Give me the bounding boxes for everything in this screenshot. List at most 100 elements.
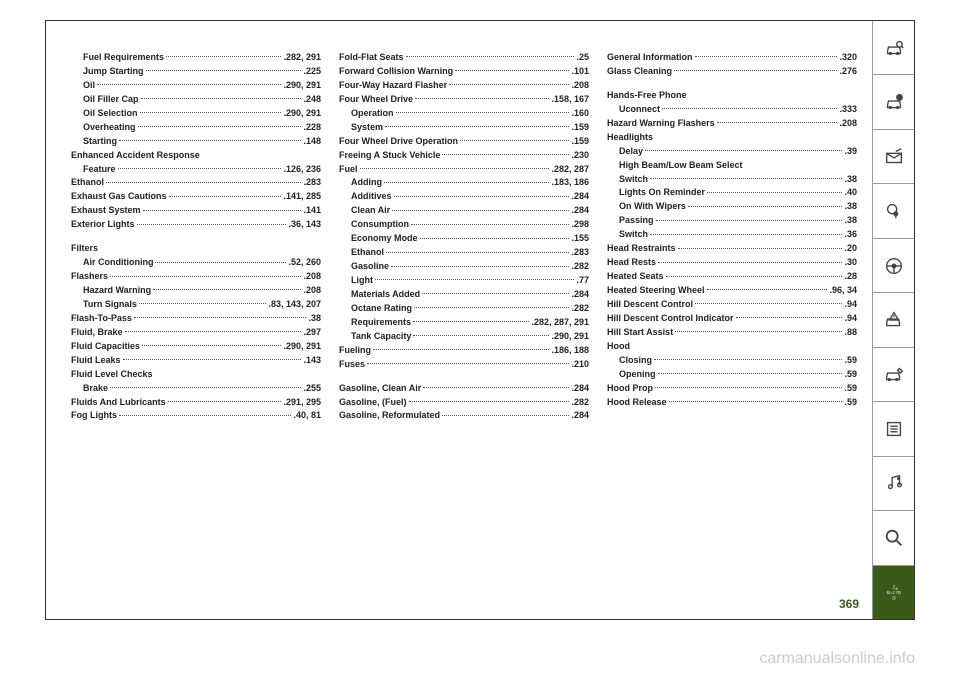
index-entry: Glass Cleaning.276 xyxy=(607,65,857,79)
entry-label: Fuel xyxy=(339,163,358,177)
entry-label: Four Wheel Drive xyxy=(339,93,413,107)
index-entry: Fluids And Lubricants.291, 295 xyxy=(71,396,321,410)
index-entry: Flashers.208 xyxy=(71,270,321,284)
index-entry: Switch.36 xyxy=(607,228,857,242)
index-entry: Lights On Reminder.40 xyxy=(607,186,857,200)
index-entry: Headlights xyxy=(607,131,857,145)
steering-icon[interactable] xyxy=(873,239,914,293)
entry-page: .59 xyxy=(844,354,857,368)
entry-page: .333 xyxy=(839,103,857,117)
airbag-icon[interactable] xyxy=(873,184,914,238)
entry-page: .59 xyxy=(844,368,857,382)
index-entry: Consumption.298 xyxy=(339,218,589,232)
mail-icon[interactable] xyxy=(873,130,914,184)
index-entry: Heated Seats.28 xyxy=(607,270,857,284)
entry-page: .282, 287, 291 xyxy=(531,316,589,330)
index-entry: Hill Start Assist .88 xyxy=(607,326,857,340)
entry-label: Octane Rating xyxy=(351,302,412,316)
entry-label: Delay xyxy=(619,145,643,159)
index-entry: Fold-Flat Seats.25 xyxy=(339,51,589,65)
footer-watermark: carmanualsonline.info xyxy=(759,650,915,668)
entry-label: Fold-Flat Seats xyxy=(339,51,404,65)
entry-label: Economy Mode xyxy=(351,232,418,246)
index-entry: Economy Mode .155 xyxy=(339,232,589,246)
entry-page: .83, 143, 207 xyxy=(268,298,321,312)
entry-label: System xyxy=(351,121,383,135)
sidebar-nav: i ZBEDICTA xyxy=(872,21,914,619)
index-entry: Hands-Free Phone xyxy=(607,89,857,103)
media-icon[interactable] xyxy=(873,457,914,511)
entry-label: Headlights xyxy=(607,131,653,145)
index-entry: Fluid Level Checks xyxy=(71,368,321,382)
index-entry: Exhaust Gas Cautions.141, 285 xyxy=(71,190,321,204)
entry-page: .225 xyxy=(303,65,321,79)
entry-page: .159 xyxy=(571,121,589,135)
entry-page: .210 xyxy=(571,358,589,372)
index-entry: Closing .59 xyxy=(607,354,857,368)
index-entry: Enhanced Accident Response xyxy=(71,149,321,163)
index-entry: Fluid Capacities.290, 291 xyxy=(71,340,321,354)
entry-page: .38 xyxy=(844,173,857,187)
index-entry: Hazard Warning.208 xyxy=(71,284,321,298)
index-entry: Overheating.228 xyxy=(71,121,321,135)
entry-page: .155 xyxy=(571,232,589,246)
entry-label: Hill Start Assist xyxy=(607,326,673,340)
index-entry: Ethanol.283 xyxy=(339,246,589,260)
entry-label: General Information xyxy=(607,51,693,65)
list-icon[interactable] xyxy=(873,402,914,456)
car-search-icon[interactable] xyxy=(873,21,914,75)
search-icon[interactable] xyxy=(873,511,914,565)
entry-label: Starting xyxy=(83,135,117,149)
entry-page: .88 xyxy=(844,326,857,340)
entry-label: Fuses xyxy=(339,358,365,372)
index-entry: Additives.284 xyxy=(339,190,589,204)
index-entry: Gasoline, (Fuel).282 xyxy=(339,396,589,410)
entry-label: Clean Air xyxy=(351,204,390,218)
warning-icon[interactable] xyxy=(873,293,914,347)
entry-page: .284 xyxy=(571,190,589,204)
entry-page: .284 xyxy=(571,204,589,218)
entry-page: .143 xyxy=(303,354,321,368)
entry-label: Adding xyxy=(351,176,382,190)
entry-page: .126, 236 xyxy=(283,163,321,177)
entry-label: Closing xyxy=(619,354,652,368)
entry-page: .208 xyxy=(839,117,857,131)
entry-label: Flash-To-Pass xyxy=(71,312,132,326)
entry-page: .320 xyxy=(839,51,857,65)
index-entry: Gasoline, Clean Air.284 xyxy=(339,382,589,396)
index-icon[interactable]: ZBEDICTA xyxy=(873,566,914,619)
page-number: 369 xyxy=(839,597,859,611)
entry-label: Passing xyxy=(619,214,654,228)
index-entry: Head Restraints.20 xyxy=(607,242,857,256)
entry-label: Four Wheel Drive Operation xyxy=(339,135,458,149)
service-icon[interactable] xyxy=(873,348,914,402)
entry-page: .141, 285 xyxy=(283,190,321,204)
entry-label: Requirements xyxy=(351,316,411,330)
index-entry: Uconnect .333 xyxy=(607,103,857,117)
entry-label: Opening xyxy=(619,368,656,382)
entry-page: .276 xyxy=(839,65,857,79)
index-entry: Forward Collision Warning.101 xyxy=(339,65,589,79)
entry-label: Heated Steering Wheel xyxy=(607,284,705,298)
entry-label: Oil Selection xyxy=(83,107,138,121)
entry-label: Gasoline, Reformulated xyxy=(339,409,440,423)
entry-label: Filters xyxy=(71,242,98,256)
index-entry: Fuel Requirements.282, 291 xyxy=(71,51,321,65)
entry-label: Uconnect xyxy=(619,103,660,117)
index-entry: Oil Selection.290, 291 xyxy=(71,107,321,121)
entry-page: .28 xyxy=(844,270,857,284)
entry-label: Fuel Requirements xyxy=(83,51,164,65)
index-entry: On With Wipers.38 xyxy=(607,200,857,214)
index-entry: Fluid Leaks.143 xyxy=(71,354,321,368)
car-info-icon[interactable]: i xyxy=(873,75,914,129)
index-entry: Fuses .210 xyxy=(339,358,589,372)
entry-label: Exterior Lights xyxy=(71,218,135,232)
index-entry: Brake.255 xyxy=(71,382,321,396)
index-entry: Exhaust System.141 xyxy=(71,204,321,218)
entry-page: .255 xyxy=(303,382,321,396)
entry-label: Hazard Warning Flashers xyxy=(607,117,715,131)
index-entry: Hill Descent Control.94 xyxy=(607,298,857,312)
index-column-2: Fold-Flat Seats.25Forward Collision Warn… xyxy=(339,51,589,599)
entry-page: .291, 295 xyxy=(283,396,321,410)
entry-label: Ethanol xyxy=(351,246,384,260)
